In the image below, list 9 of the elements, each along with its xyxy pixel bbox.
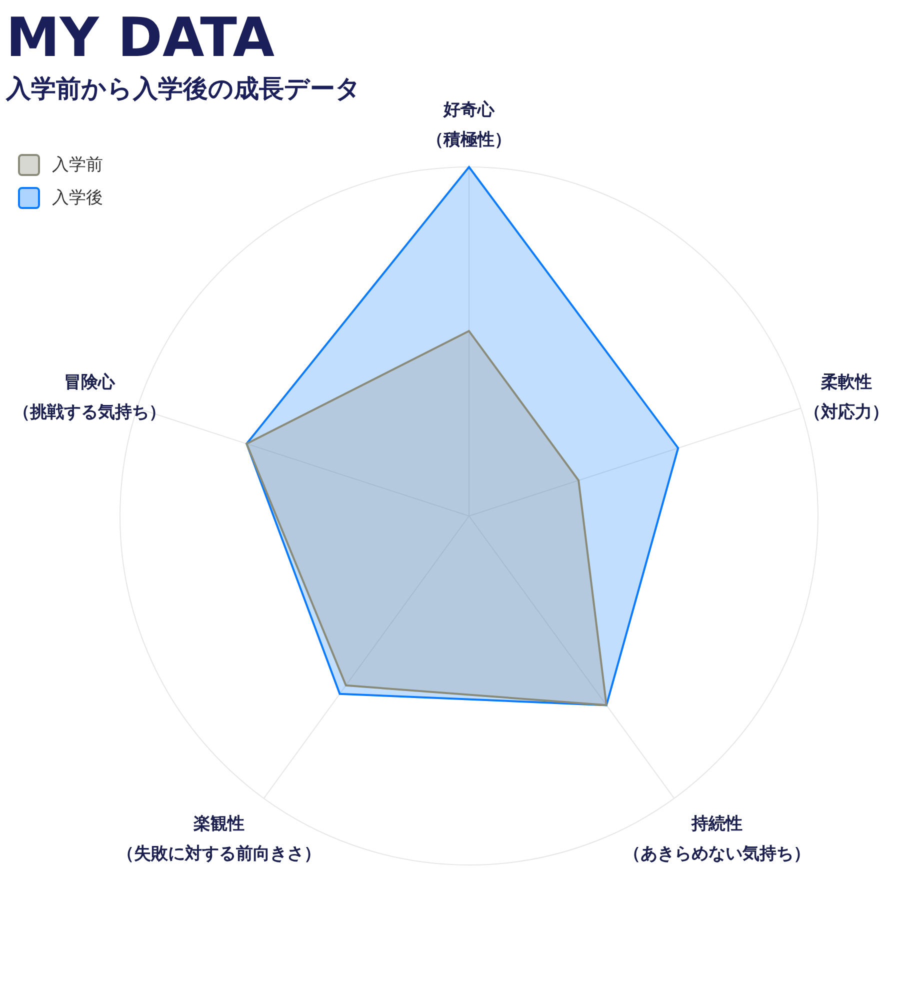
spoke-label: 楽観性（失敗に対する前向きさ）: [117, 814, 322, 864]
spoke-label: 冒険心（挑戦する気持ち）: [12, 372, 166, 423]
spoke-label: 好奇心（積極性）: [426, 100, 512, 150]
spoke-label: 持続性（あきらめない気持ち）: [623, 814, 810, 864]
chart-subtitle: 入学前から入学後の成長データ: [6, 73, 361, 105]
legend-label: 入学後: [52, 187, 103, 209]
legend-label: 入学前: [52, 154, 103, 176]
chart-title: MY DATA: [6, 6, 274, 69]
spoke-label: 柔軟性（対応力）: [804, 372, 890, 423]
